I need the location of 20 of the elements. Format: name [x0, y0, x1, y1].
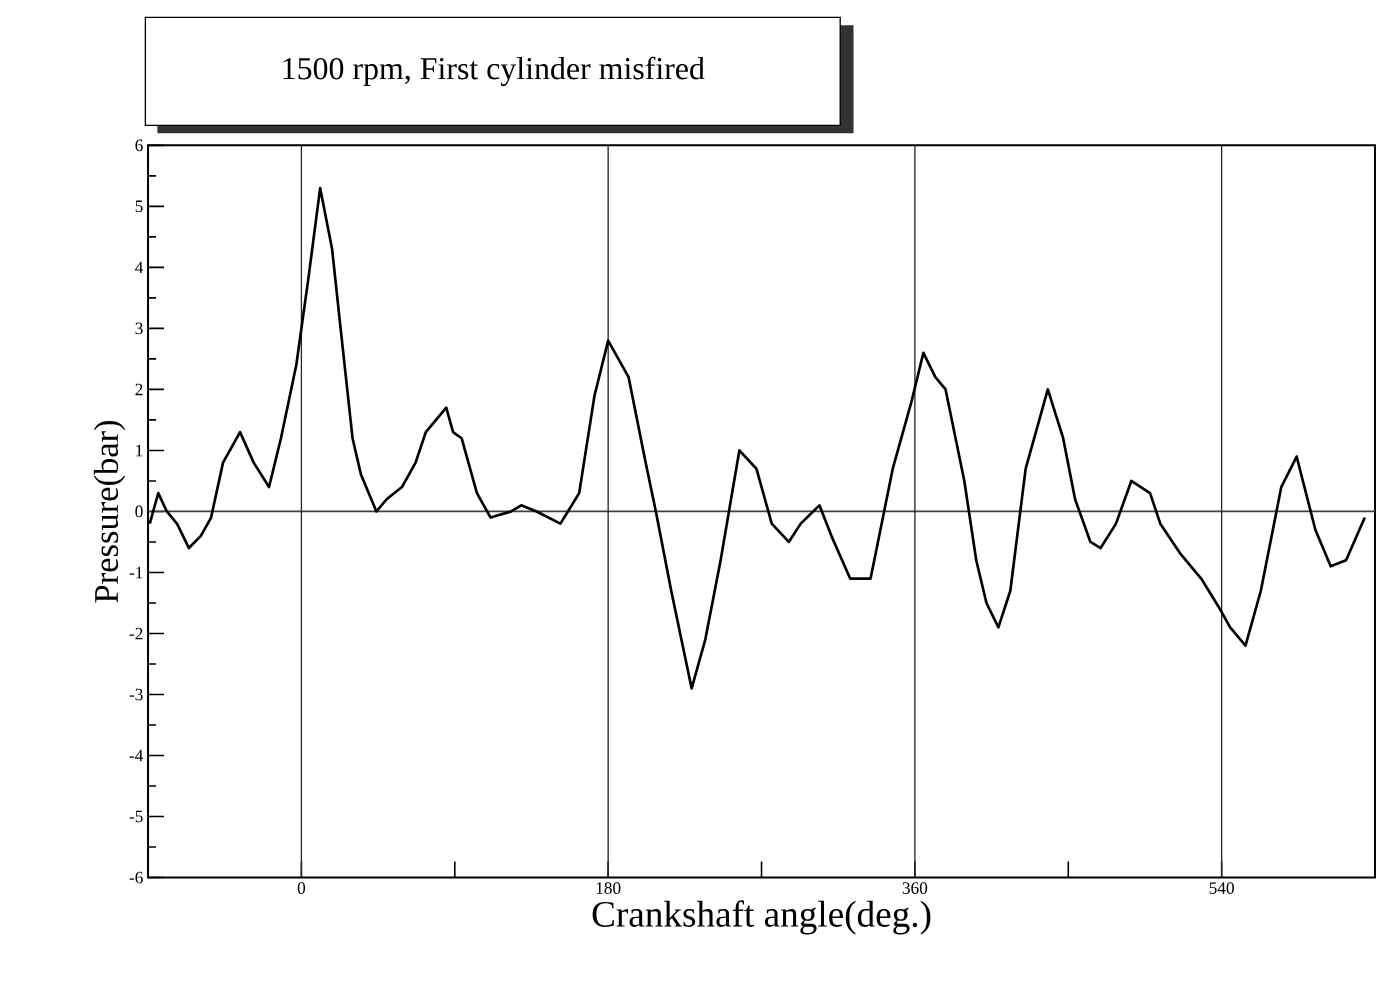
y-tick-label: -3	[129, 688, 143, 701]
y-tick-label: 6	[135, 139, 143, 152]
y-axis-title: Pressure(bar)	[93, 421, 126, 603]
x-tick-label: 540	[1209, 882, 1234, 895]
x-tick-label: 0	[297, 882, 306, 895]
y-tick-label: 1	[136, 444, 143, 457]
y-tick-label: -5	[129, 811, 143, 823]
y-tick-label: -6	[129, 871, 143, 884]
y-tick-label: 2	[135, 383, 143, 396]
y-tick-label: -1	[129, 566, 143, 579]
y-tick-label: 4	[135, 261, 144, 274]
x-tick-label: 180	[596, 882, 621, 895]
chart-title: 1500 rpm, First cylinder misfired	[283, 56, 705, 87]
y-tick-label: -2	[129, 627, 143, 640]
x-axis-title: Crankshaft angle(deg.)	[592, 900, 931, 935]
y-tick-label: 3	[135, 322, 143, 335]
y-tick-label: -4	[129, 750, 144, 762]
y-tick-label: 0	[135, 505, 143, 518]
y-tick-label: 5	[135, 200, 143, 213]
x-tick-label: 360	[902, 882, 928, 895]
